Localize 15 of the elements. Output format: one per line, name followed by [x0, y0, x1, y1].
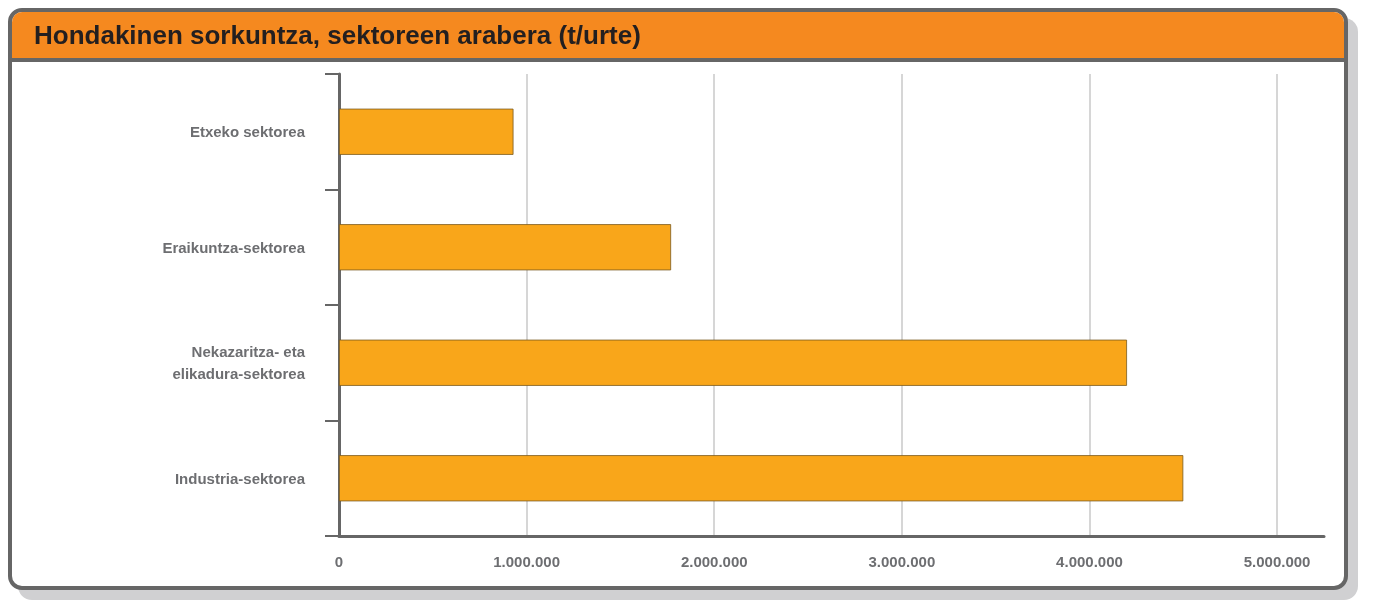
x-tick-label: 4.000.000: [1056, 553, 1123, 570]
y-tick-label: Industria-sektorea: [174, 469, 306, 487]
chart-title: Hondakinen sorkuntza, sektoreen arabera (t/urte): [34, 19, 641, 51]
x-tick-label: 5.000.000: [1243, 553, 1311, 570]
bar: [339, 455, 1184, 502]
x-tick-label: 0: [334, 553, 344, 570]
y-tick-label: Etxeko sektorea: [189, 123, 306, 141]
bar: [339, 224, 672, 271]
x-tick-label: 1.000.000: [493, 553, 560, 570]
y-tick-label: Nekazaritza- eta elikadura-sektorea: [172, 343, 306, 383]
x-tick-label: 3.000.000: [868, 553, 936, 570]
x-tick-label: 2.000.000: [680, 553, 748, 570]
bar: [339, 339, 1127, 386]
y-tick-label: Eraikuntza-sektorea: [162, 238, 306, 256]
bar: [339, 108, 514, 155]
